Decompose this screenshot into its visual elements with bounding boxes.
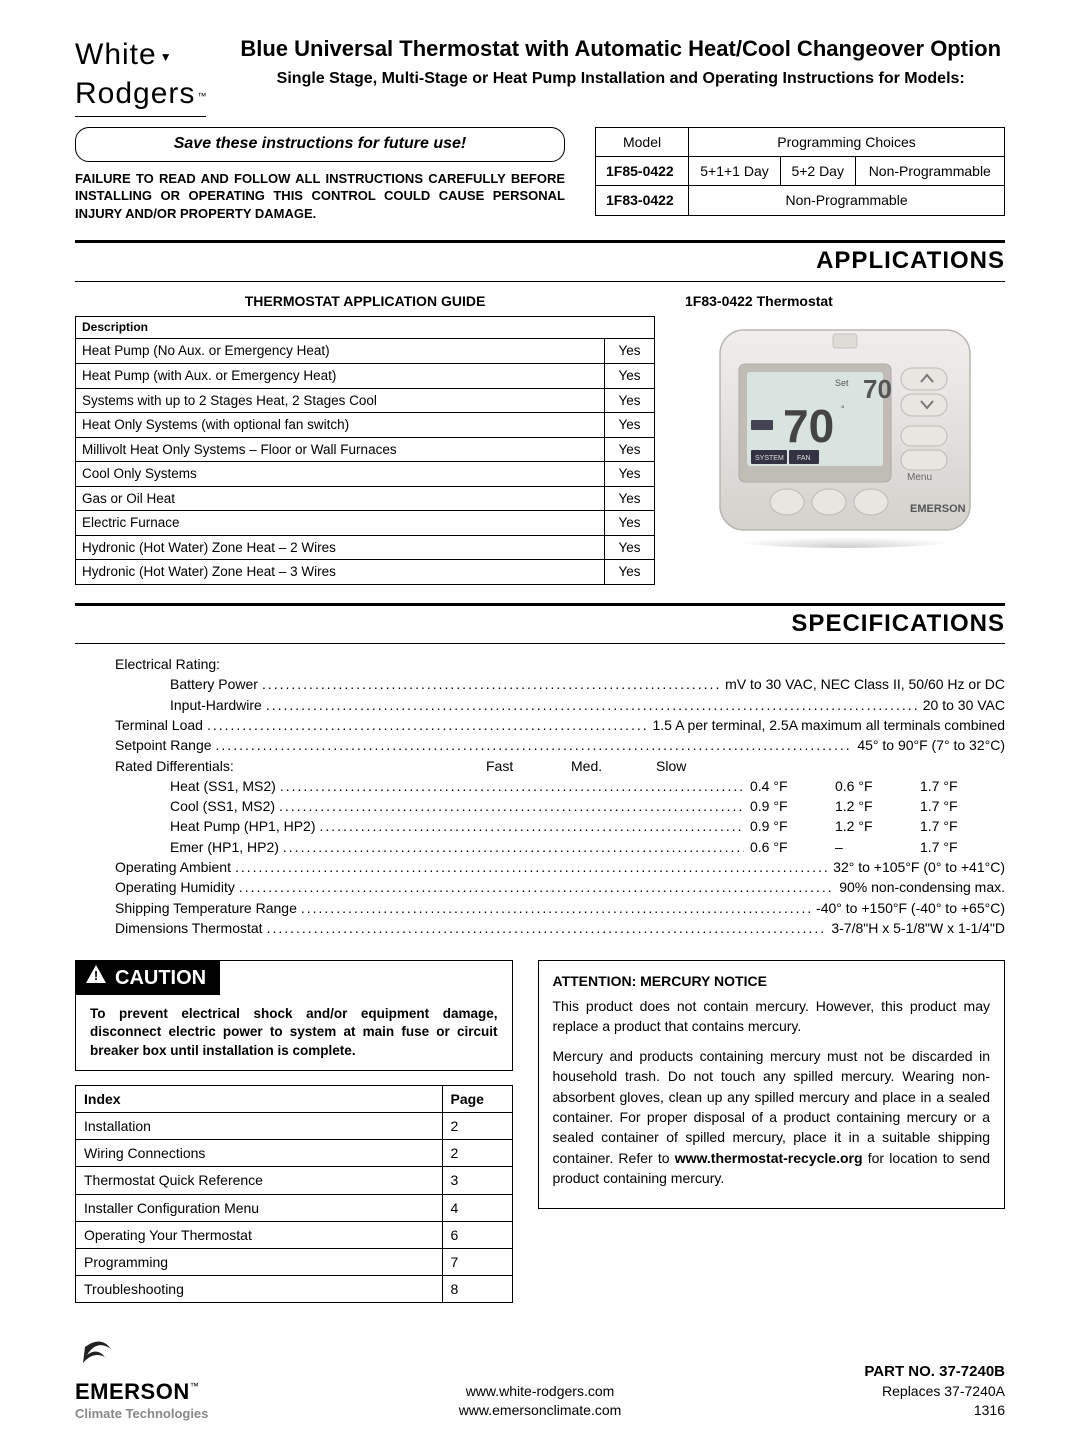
svg-text:Set: Set (835, 378, 849, 388)
spec-row: Heat (SS1, MS2)0.4 °F0.6 °F1.7 °F (115, 776, 1005, 796)
spec-row: Electrical Rating: (115, 654, 1005, 674)
footer-urls: www.white-rodgers.com www.emersonclimate… (275, 1382, 805, 1423)
table-row: Heat Pump (with Aux. or Emergency Heat)Y… (76, 363, 655, 388)
thermostat-caption: 1F83-0422 Thermostat (685, 292, 1005, 310)
svg-text:FAN: FAN (797, 455, 811, 462)
app-guide-header: Description (76, 316, 655, 339)
spec-row: Battery PowermV to 30 VAC, NEC Class II,… (115, 674, 1005, 694)
table-row: Thermostat Quick Reference3 (76, 1167, 513, 1194)
spec-row: Heat Pump (HP1, HP2)0.9 °F1.2 °F1.7 °F (115, 816, 1005, 836)
programming-table: Model Programming Choices 1F85-0422 5+1+… (595, 127, 1005, 216)
table-row: 1F85-0422 5+1+1 Day 5+2 Day Non-Programm… (596, 157, 1005, 186)
caution-label: CAUTION (115, 965, 206, 991)
caution-body: To prevent electrical shock and/or equip… (76, 995, 512, 1070)
footer-partno: PART NO. 37-7240B Replaces 37-7240A 1316 (805, 1361, 1005, 1423)
spec-row: Emer (HP1, HP2)0.6 °F–1.7 °F (115, 837, 1005, 857)
mercury-notice-box: ATTENTION: MERCURY NOTICE This product d… (538, 960, 1006, 1209)
table-row: Operating Your Thermostat6 (76, 1221, 513, 1248)
table-row: Millivolt Heat Only Systems – Floor or W… (76, 437, 655, 462)
specifications-heading: SPECIFICATIONS (75, 608, 1005, 639)
mercury-p1: This product does not contain mercury. H… (553, 996, 991, 1037)
app-guide-title: THERMOSTAT APPLICATION GUIDE (75, 292, 655, 310)
table-row: Troubleshooting8 (76, 1276, 513, 1303)
spec-row: Input-Hardwire20 to 30 VAC (115, 695, 1005, 715)
table-row: Systems with up to 2 Stages Heat, 2 Stag… (76, 388, 655, 413)
logo-line2: Rodgers (75, 77, 195, 110)
table-row: Wiring Connections2 (76, 1140, 513, 1167)
logo-tm: ™ (197, 91, 206, 101)
logo-line1: White (75, 38, 157, 71)
svg-text:70: 70 (863, 374, 892, 404)
prog-header-model: Model (596, 128, 689, 157)
spec-row: Dimensions Thermostat3-7/8"H x 5-1/8"W x… (115, 918, 1005, 938)
spec-row: Shipping Temperature Range-40° to +150°F… (115, 898, 1005, 918)
index-table: IndexPage Installation2Wiring Connection… (75, 1085, 513, 1304)
emerson-subtitle: Climate Technologies (75, 1406, 275, 1423)
table-row: 1F83-0422 Non-Programmable (596, 186, 1005, 215)
spec-row: Cool (SS1, MS2)0.9 °F1.2 °F1.7 °F (115, 796, 1005, 816)
table-row: Hydronic (Hot Water) Zone Heat – 2 Wires… (76, 535, 655, 560)
mercury-title: ATTENTION: MERCURY NOTICE (553, 971, 991, 991)
table-row: Cool Only SystemsYes (76, 462, 655, 487)
spec-row: Operating Humidity90% non-condensing max… (115, 877, 1005, 897)
application-guide-table: Description Heat Pump (No Aux. or Emerge… (75, 316, 655, 585)
spec-row: Rated Differentials:FastMed.Slow (115, 756, 1005, 776)
svg-text:EMERSON: EMERSON (910, 503, 966, 515)
table-row: Programming7 (76, 1249, 513, 1276)
svg-text:Menu: Menu (907, 472, 932, 483)
table-row: Hydronic (Hot Water) Zone Heat – 3 Wires… (76, 560, 655, 585)
svg-text:70: 70 (783, 400, 834, 452)
prog-header-choices: Programming Choices (689, 128, 1005, 157)
table-row: Installer Configuration Menu4 (76, 1194, 513, 1221)
table-row: Gas or Oil HeatYes (76, 486, 655, 511)
applications-heading: APPLICATIONS (75, 245, 1005, 276)
emerson-logo: EMERSON™ Climate Technologies (75, 1333, 275, 1423)
spec-row: Terminal Load1.5 A per terminal, 2.5A ma… (115, 715, 1005, 735)
spec-row: Setpoint Range45° to 90°F (7° to 32°C) (115, 735, 1005, 755)
thermostat-image: 70 Set 70 ° SYSTEM FAN Menu EMERSON (705, 320, 985, 550)
brand-logo: White▼ Rodgers™ (75, 35, 206, 117)
page-header: Page (442, 1085, 512, 1112)
svg-text:!: ! (94, 968, 98, 983)
warning-text: FAILURE TO READ AND FOLLOW ALL INSTRUCTI… (75, 170, 565, 223)
table-row: Heat Only Systems (with optional fan swi… (76, 413, 655, 438)
table-row: Electric FurnaceYes (76, 511, 655, 536)
svg-text:SYSTEM: SYSTEM (755, 455, 784, 462)
sub-title: Single Stage, Multi-Stage or Heat Pump I… (236, 69, 1005, 90)
logo-triangle-icon: ▼ (160, 50, 172, 66)
table-row: Installation2 (76, 1113, 513, 1140)
save-instructions-box: Save these instructions for future use! (75, 127, 565, 162)
index-header: Index (76, 1085, 443, 1112)
emerson-swirl-icon (75, 1333, 119, 1373)
warning-triangle-icon: ! (85, 964, 107, 991)
main-title: Blue Universal Thermostat with Automatic… (236, 35, 1005, 63)
table-row: Heat Pump (No Aux. or Emergency Heat)Yes (76, 339, 655, 364)
mercury-p2: Mercury and products containing mercury … (553, 1046, 991, 1188)
svg-text:°: ° (841, 404, 845, 414)
specifications-list: Electrical Rating:Battery PowermV to 30 … (115, 654, 1005, 938)
caution-box: ! CAUTION To prevent electrical shock an… (75, 960, 513, 1071)
spec-row: Operating Ambient32° to +105°F (0° to +4… (115, 857, 1005, 877)
